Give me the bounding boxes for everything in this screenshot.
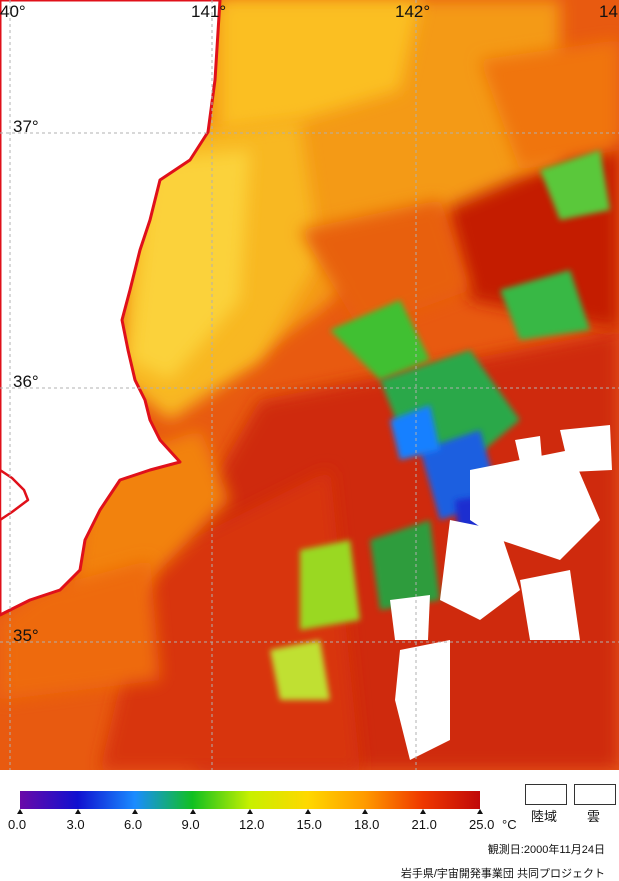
scale-tick-label: 18.0: [354, 817, 380, 832]
scale-tick-mark: [304, 809, 311, 814]
sst-map: [0, 0, 619, 770]
temperature-unit: °C: [502, 817, 517, 832]
scale-tick-mark: [74, 809, 81, 814]
scale-tick-mark: [132, 809, 138, 814]
lat-label-35: 35°: [13, 626, 39, 645]
graticule: [0, 0, 619, 770]
scale-tick-mark: [189, 809, 196, 814]
scale-tick-mark: [419, 809, 426, 814]
scale-tick-label: 6.0: [124, 817, 143, 832]
lon-label-140: 40°: [0, 2, 26, 21]
scale-tick-label: 25.0: [469, 817, 495, 832]
scale-tick-label: 15.0: [296, 817, 322, 832]
observation-date: 観測日:2000年11月24日: [487, 844, 605, 856]
project-credit: 岩手県/宇宙開発事業団 共同プロジェクト: [400, 868, 605, 880]
lon-label-141: 141°: [191, 2, 227, 21]
scale-tick-mark: [477, 809, 483, 814]
land-key-swatch: [525, 784, 567, 805]
cloud-key-label: 雲: [587, 809, 601, 824]
temperature-color-scale: [20, 791, 480, 809]
lon-label-142: 142°: [395, 2, 431, 21]
scale-tick-mark: [17, 809, 23, 814]
land-key-label: 陸域: [531, 809, 558, 824]
lon-label-143: 14: [599, 2, 618, 21]
scale-tick-label: 3.0: [66, 817, 85, 832]
scale-tick-label: 9.0: [181, 817, 200, 832]
cloud-key-swatch: [574, 784, 616, 805]
scale-tick-mark: [362, 809, 368, 814]
scale-tick-mark: [247, 809, 253, 814]
scale-tick-label: 21.0: [411, 817, 437, 832]
scale-tick-label: 12.0: [239, 817, 265, 832]
lat-label-37: 37°: [13, 117, 39, 136]
sea-surface-temperature-field: [0, 0, 619, 770]
scale-tick-label: 0.0: [8, 817, 27, 832]
lat-label-36: 36°: [13, 372, 39, 391]
